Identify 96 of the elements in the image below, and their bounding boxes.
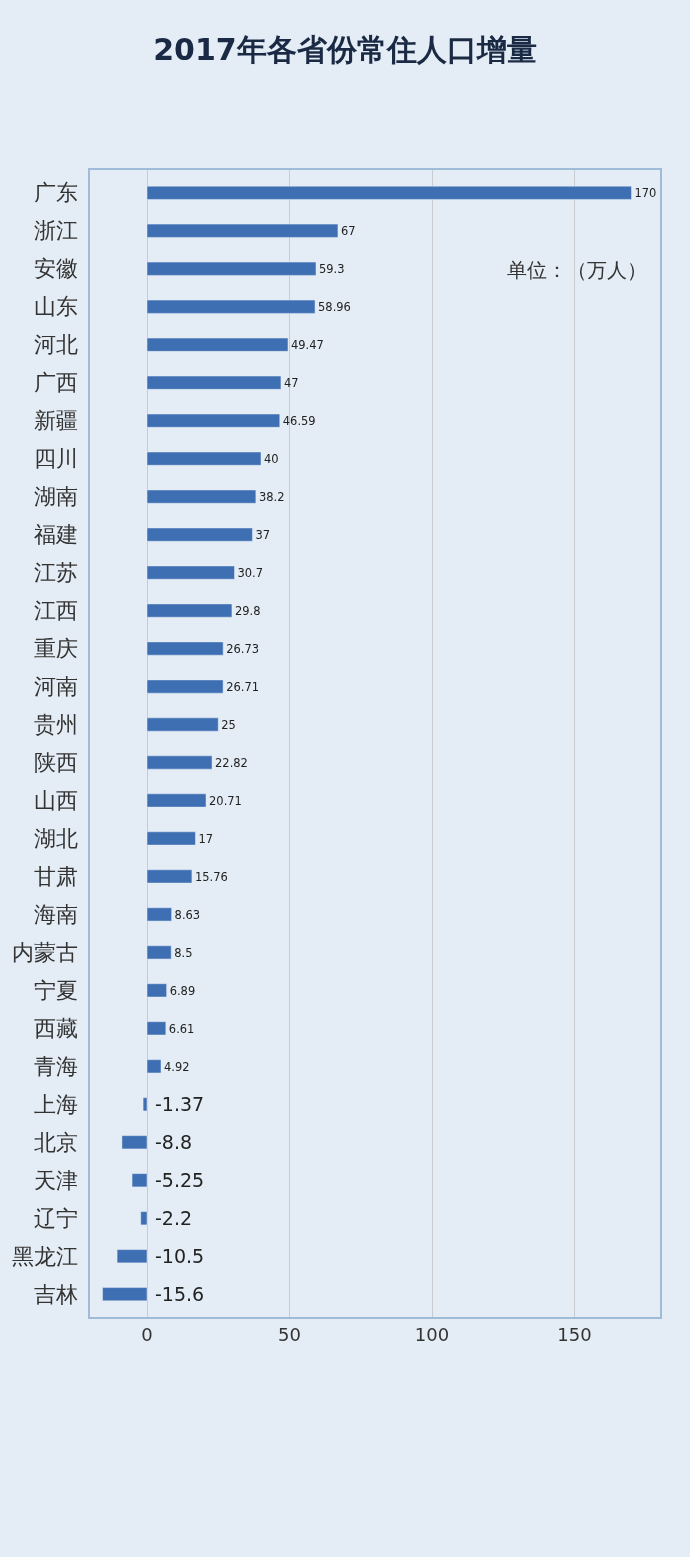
data-label: 38.2 [258, 489, 285, 504]
bar [116, 1249, 148, 1264]
bar [146, 603, 233, 618]
y-tick-label: 西藏 [33, 1016, 78, 1042]
y-tick-label: 天津 [33, 1167, 78, 1193]
bar [146, 945, 172, 960]
x-tick-label: 100 [414, 1323, 450, 1345]
x-tick-label: 150 [557, 1323, 592, 1345]
y-tick-label: 广东 [33, 180, 78, 206]
y-tick-label: 浙江 [33, 218, 78, 244]
y-tick-label: 陕西 [33, 750, 78, 776]
data-label: 6.61 [168, 1021, 195, 1036]
data-label: 67 [340, 223, 356, 238]
y-tick-label: 山东 [33, 294, 78, 320]
data-label: -8.8 [155, 1131, 193, 1153]
bar [146, 565, 235, 580]
y-tick-label: 吉林 [33, 1281, 78, 1307]
y-tick-label: 青海 [33, 1054, 78, 1080]
y-tick-label: 江西 [33, 598, 78, 624]
y-tick-label: 广西 [33, 370, 78, 396]
x-tick-label: 50 [278, 1323, 301, 1345]
y-tick-label: 四川 [33, 446, 78, 472]
data-label: 29.8 [234, 603, 261, 618]
y-tick-label: 河南 [33, 674, 78, 700]
bar [102, 1287, 148, 1302]
bar [146, 1021, 167, 1036]
data-label: 25 [221, 717, 236, 732]
data-label: 8.5 [174, 945, 193, 960]
y-tick-label: 山西 [33, 788, 78, 814]
y-tick-label: 海南 [33, 902, 78, 928]
bar [146, 489, 257, 504]
bar [146, 907, 172, 922]
bar [121, 1135, 148, 1150]
annotation: 单位：（万人） [507, 258, 647, 282]
data-label: 49.47 [291, 337, 324, 352]
bar [146, 1059, 162, 1074]
y-tick-label: 福建 [33, 522, 78, 548]
y-tick-label: 辽宁 [33, 1205, 78, 1231]
data-label: 30.7 [237, 565, 264, 580]
y-tick-label: 湖北 [33, 826, 78, 852]
data-label: 26.73 [226, 641, 260, 656]
y-tick-label: 上海 [33, 1092, 78, 1118]
bar [140, 1211, 148, 1226]
bar [146, 527, 253, 542]
data-label: -15.6 [155, 1283, 205, 1305]
y-tick-label: 贵州 [33, 712, 78, 738]
y-tick-label: 湖南 [33, 484, 78, 510]
y-tick-label: 甘肃 [33, 864, 78, 890]
data-label: -2.2 [155, 1207, 193, 1229]
data-label: 59.3 [319, 261, 345, 276]
data-label: 58.96 [318, 299, 351, 314]
data-label: 26.71 [226, 679, 259, 694]
y-tick-label: 北京 [33, 1129, 78, 1155]
bar [146, 755, 213, 770]
bar [146, 679, 224, 694]
bar [146, 337, 289, 352]
data-label: 17 [198, 831, 214, 846]
data-label: 46.59 [282, 413, 316, 428]
bar [146, 185, 632, 200]
bar [146, 261, 317, 276]
y-tick-label: 新疆 [33, 408, 78, 434]
data-label: 20.71 [209, 793, 242, 808]
data-label: 4.92 [164, 1059, 190, 1074]
data-label: 37 [255, 527, 271, 542]
y-tick-label: 重庆 [33, 636, 78, 662]
bar [146, 413, 281, 428]
bar [146, 793, 207, 808]
bar [146, 983, 167, 998]
bar [146, 717, 219, 732]
y-tick-label: 内蒙古 [11, 940, 78, 966]
bar [146, 831, 196, 846]
data-label: 22.82 [215, 755, 248, 770]
data-label: -1.37 [155, 1093, 205, 1115]
x-tick-label: 0 [141, 1323, 153, 1345]
data-label: -10.5 [155, 1245, 205, 1267]
bar [146, 641, 224, 656]
y-tick-label: 安徽 [33, 256, 78, 282]
data-label: 170 [634, 186, 657, 201]
data-label: 40 [264, 451, 279, 466]
bar [146, 223, 339, 238]
data-label: 15.76 [194, 869, 228, 884]
bar [142, 1097, 148, 1112]
bar [131, 1173, 148, 1188]
chart-title: 2017年各省份常住人口增量 [153, 31, 537, 67]
y-tick-label: 河北 [33, 332, 78, 358]
y-tick-label: 宁夏 [33, 978, 78, 1004]
data-label: 8.63 [174, 907, 201, 922]
bar [146, 375, 282, 390]
y-tick-label: 黑龙江 [11, 1243, 78, 1269]
bar [146, 869, 193, 884]
bar [146, 299, 316, 314]
data-label: -5.25 [155, 1169, 205, 1191]
bar [146, 451, 262, 466]
data-label: 6.89 [169, 983, 196, 998]
y-tick-label: 江苏 [33, 560, 78, 586]
data-label: 47 [283, 375, 299, 390]
